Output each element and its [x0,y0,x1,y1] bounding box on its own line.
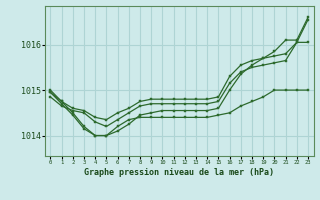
X-axis label: Graphe pression niveau de la mer (hPa): Graphe pression niveau de la mer (hPa) [84,168,274,177]
